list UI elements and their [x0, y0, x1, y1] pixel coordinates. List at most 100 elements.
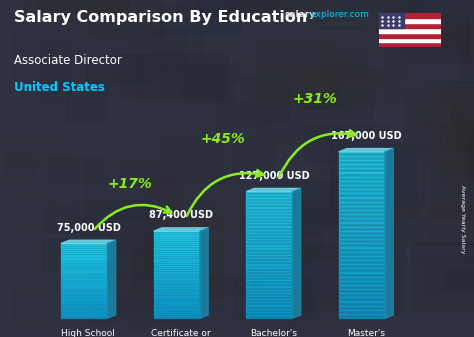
Bar	[40, 42, 71, 101]
Bar	[178, 0, 271, 17]
Bar	[170, 218, 222, 251]
Bar	[61, 279, 107, 281]
Bar	[246, 309, 292, 312]
Bar	[61, 286, 107, 288]
Bar	[154, 285, 200, 288]
Bar	[339, 214, 385, 218]
Bar	[263, 209, 376, 265]
Bar	[128, 288, 198, 330]
Bar	[61, 298, 107, 300]
Bar	[154, 264, 200, 266]
Bar	[246, 299, 292, 303]
Bar	[61, 296, 107, 298]
Bar	[61, 275, 107, 277]
Bar	[339, 285, 385, 289]
Bar	[246, 283, 292, 287]
Bar	[335, 0, 423, 10]
Bar	[466, 145, 474, 203]
Bar	[246, 293, 292, 296]
Bar	[154, 268, 200, 270]
Bar	[339, 297, 385, 302]
Bar	[339, 168, 385, 173]
Bar	[61, 270, 107, 272]
Bar	[61, 247, 107, 249]
Bar	[42, 238, 70, 271]
Bar	[384, 2, 467, 60]
Bar	[339, 281, 385, 285]
Bar	[339, 306, 385, 310]
Bar	[154, 299, 200, 301]
Bar	[246, 201, 292, 204]
Bar	[275, 182, 349, 222]
Bar	[298, 246, 404, 309]
Bar	[411, 195, 473, 218]
Bar	[179, 66, 227, 99]
Bar	[3, 137, 66, 165]
Bar	[339, 310, 385, 314]
Bar	[198, 0, 274, 11]
Polygon shape	[200, 228, 208, 318]
Bar	[154, 312, 200, 314]
Bar	[115, 243, 223, 306]
Bar	[61, 249, 107, 251]
Bar	[339, 226, 385, 231]
Bar	[246, 211, 292, 214]
Bar	[61, 288, 107, 290]
Bar	[61, 243, 107, 245]
Bar	[290, 261, 314, 309]
Bar	[61, 266, 107, 268]
Bar	[339, 189, 385, 193]
Bar	[246, 239, 292, 242]
Bar	[302, 124, 389, 163]
Polygon shape	[339, 149, 393, 152]
Bar	[459, 109, 474, 161]
Bar	[246, 245, 292, 249]
Bar	[246, 286, 292, 290]
Bar	[411, 242, 474, 308]
Bar	[61, 294, 107, 296]
Bar	[339, 243, 385, 248]
Bar	[461, 0, 474, 13]
Polygon shape	[246, 188, 301, 192]
Bar	[246, 312, 292, 315]
Bar	[339, 264, 385, 268]
Bar	[428, 163, 474, 220]
Bar	[444, 268, 474, 290]
Bar	[154, 235, 200, 238]
Bar	[61, 283, 107, 285]
Bar	[339, 210, 385, 214]
Bar	[246, 229, 292, 233]
Bar	[339, 185, 385, 189]
Bar	[246, 198, 292, 201]
Bar	[339, 293, 385, 298]
Bar	[61, 312, 107, 314]
Bar	[451, 104, 474, 144]
Bar	[154, 303, 200, 305]
Bar	[9, 195, 53, 228]
Bar	[61, 271, 107, 273]
Bar	[339, 251, 385, 256]
Bar	[25, 0, 129, 14]
Bar	[154, 292, 200, 294]
Bar	[246, 214, 292, 217]
Bar	[379, 28, 441, 33]
Bar	[246, 264, 292, 268]
Text: 87,400 USD: 87,400 USD	[149, 211, 213, 220]
Bar	[234, 143, 298, 161]
Bar	[154, 253, 200, 255]
Bar	[154, 266, 200, 268]
Bar	[234, 278, 310, 317]
Bar	[153, 259, 264, 323]
Bar	[281, 296, 362, 321]
Bar	[246, 315, 292, 318]
Bar	[160, 5, 241, 34]
Bar	[424, 261, 474, 294]
Bar	[61, 251, 107, 253]
Bar	[339, 152, 385, 156]
Bar	[256, 92, 371, 139]
Text: 167,000 USD: 167,000 USD	[331, 131, 402, 141]
Bar	[61, 290, 107, 292]
Bar	[428, 134, 474, 167]
Bar	[399, 17, 467, 55]
Bar	[386, 43, 474, 99]
